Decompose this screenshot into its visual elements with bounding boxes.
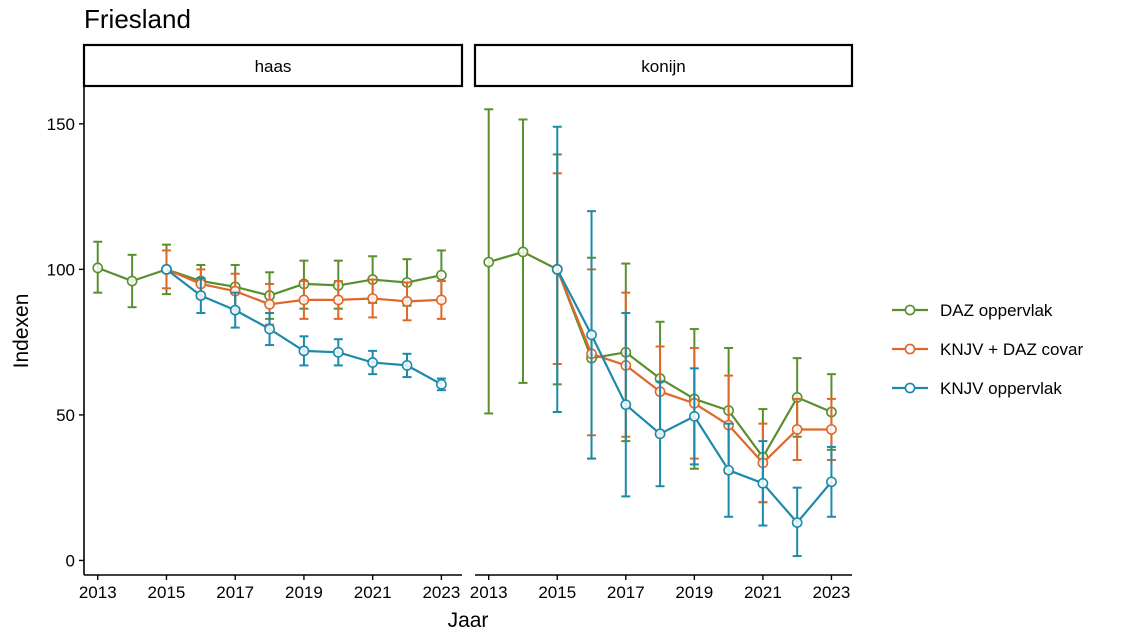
legend-label-daz-oppervlak: DAZ oppervlak	[940, 301, 1053, 320]
data-point-haas-knjv-daz-covar-2022	[401, 295, 413, 307]
x-tick-label-haas-2013: 2013	[79, 583, 117, 602]
data-point-haas-knjv-oppervlak-2017	[229, 304, 241, 316]
x-tick-label-konijn-2015: 2015	[538, 583, 576, 602]
data-point-haas-knjv-oppervlak-2019	[298, 345, 310, 357]
y-tick-label-50: 50	[56, 406, 75, 425]
x-tick-label-konijn-2017: 2017	[607, 583, 645, 602]
y-tick-label-100: 100	[47, 260, 75, 279]
x-tick-label-haas-2019: 2019	[285, 583, 323, 602]
x-tick-label-konijn-2023: 2023	[813, 583, 851, 602]
series-konijn-knjv-oppervlak	[551, 125, 837, 558]
strip-label-haas: haas	[255, 57, 292, 76]
data-point-konijn-knjv-oppervlak-2015	[551, 263, 563, 275]
legend-key-point-daz-oppervlak	[904, 304, 916, 316]
y-axis-title: Indexen	[10, 294, 33, 369]
x-tick-label-konijn-2013: 2013	[470, 583, 508, 602]
x-tick-label-haas-2023: 2023	[422, 583, 460, 602]
data-point-konijn-knjv-oppervlak-2019	[688, 410, 700, 422]
data-point-konijn-daz-oppervlak-2014	[517, 246, 529, 258]
legend-key-point-knjv-oppervlak	[904, 382, 916, 394]
data-point-konijn-knjv-oppervlak-2016	[586, 329, 597, 341]
data-point-haas-knjv-daz-covar-2019	[298, 294, 310, 306]
data-point-haas-knjv-oppervlak-2016	[195, 290, 207, 301]
data-point-haas-knjv-daz-covar-2021	[367, 293, 379, 304]
data-point-konijn-knjv-oppervlak-2020	[723, 464, 735, 476]
strip-konijn	[473, 43, 854, 88]
data-point-konijn-knjv-daz-covar-2023	[826, 424, 837, 435]
data-point-haas-daz-oppervlak-2023	[435, 269, 447, 281]
legend-label-knjv-oppervlak: KNJV oppervlak	[940, 379, 1062, 398]
data-point-konijn-knjv-oppervlak-2023	[826, 476, 837, 488]
data-point-konijn-daz-oppervlak-2013	[483, 256, 495, 268]
x-tick-label-haas-2021: 2021	[354, 583, 392, 602]
data-point-konijn-knjv-oppervlak-2018	[654, 428, 666, 440]
y-tick-label-150: 150	[47, 115, 75, 134]
data-point-haas-knjv-oppervlak-2015	[161, 263, 172, 275]
data-point-haas-daz-oppervlak-2014	[126, 275, 138, 287]
chart-title: Friesland	[84, 4, 191, 34]
x-tick-label-haas-2017: 2017	[216, 583, 254, 602]
legend-label-knjv-daz-covar: KNJV + DAZ covar	[940, 340, 1083, 359]
legend-item-knjv-oppervlak: KNJV oppervlak	[892, 379, 1062, 398]
strip-label-konijn: konijn	[641, 57, 685, 76]
data-point-konijn-knjv-daz-covar-2022	[791, 424, 803, 435]
strip-haas	[82, 43, 464, 88]
x-axis-title: Jaar	[448, 609, 489, 632]
legend-key-point-knjv-daz-covar	[904, 343, 916, 355]
data-point-konijn-knjv-oppervlak-2017	[620, 399, 632, 411]
legend: DAZ oppervlak KNJV + DAZ covar KNJV opperv…	[892, 301, 1083, 398]
data-point-haas-knjv-oppervlak-2018	[264, 323, 275, 335]
panels: haas 2013 2015 2017 2019 2021 2023 konijn 2013 20…	[79, 43, 854, 602]
data-point-konijn-knjv-oppervlak-2022	[791, 517, 803, 529]
data-point-haas-knjv-daz-covar-2018	[264, 298, 275, 310]
data-point-haas-daz-oppervlak-2013	[92, 262, 104, 274]
legend-item-daz-oppervlak: DAZ oppervlak	[892, 301, 1053, 320]
y-tick-label-0: 0	[66, 551, 75, 570]
data-point-haas-knjv-oppervlak-2020	[332, 346, 344, 358]
x-tick-label-konijn-2021: 2021	[744, 583, 782, 602]
data-point-haas-knjv-daz-covar-2023	[435, 294, 447, 306]
data-point-haas-knjv-oppervlak-2023	[435, 378, 447, 390]
data-point-konijn-knjv-oppervlak-2021	[757, 477, 769, 489]
data-point-haas-knjv-daz-covar-2020	[332, 294, 344, 306]
x-tick-label-haas-2015: 2015	[148, 583, 186, 602]
panel-haas: haas 2013 2015 2017 2019 2021 2023	[79, 43, 464, 602]
y-axis: 0 50 100 150	[47, 86, 85, 575]
panel-konijn: konijn 2013 2015 2017 2019 2021 2023	[470, 43, 854, 602]
data-point-haas-knjv-oppervlak-2022	[401, 360, 413, 371]
series-haas-knjv-oppervlak	[161, 263, 447, 392]
legend-item-knjv-daz-covar: KNJV + DAZ covar	[892, 340, 1083, 359]
x-tick-label-konijn-2019: 2019	[675, 583, 713, 602]
data-point-haas-knjv-oppervlak-2021	[367, 357, 379, 368]
